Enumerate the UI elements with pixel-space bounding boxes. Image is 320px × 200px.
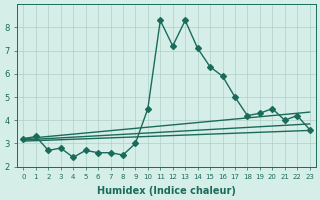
X-axis label: Humidex (Indice chaleur): Humidex (Indice chaleur): [97, 186, 236, 196]
